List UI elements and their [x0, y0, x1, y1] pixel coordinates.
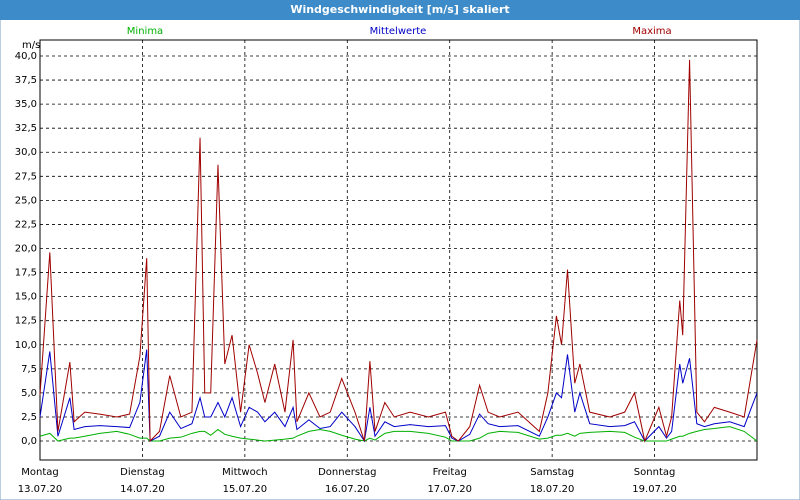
x-tick-label: Samstag	[530, 467, 574, 478]
y-tick-label: 32,5	[15, 123, 37, 134]
legend-label: Mittelwerte	[370, 26, 427, 37]
legend-label: Minima	[127, 26, 163, 37]
series-line	[39, 349, 758, 443]
x-tick-date: 17.07.20	[427, 484, 472, 495]
y-tick-label: 30,0	[15, 147, 37, 158]
y-axis-label: m/s	[22, 40, 40, 51]
y-tick-label: 12,5	[15, 316, 37, 327]
y-tick-label: 27,5	[15, 171, 37, 182]
x-tick-label: Freitag	[433, 467, 467, 478]
y-tick-label: 37,5	[15, 75, 37, 86]
series-line	[39, 426, 758, 442]
y-tick-label: 25,0	[15, 195, 37, 206]
x-tick-date: 13.07.20	[18, 484, 63, 495]
x-tick-date: 18.07.20	[530, 484, 575, 495]
x-tick-label: Dienstag	[120, 467, 165, 478]
y-tick-label: 17,5	[15, 268, 37, 279]
y-tick-label: 2,5	[21, 412, 37, 423]
legend-label: Maxima	[632, 26, 671, 37]
y-tick-label: 7,5	[21, 364, 37, 375]
x-tick-date: 19.07.20	[632, 484, 677, 495]
y-tick-label: 15,0	[15, 292, 37, 303]
x-tick-date: 14.07.20	[120, 484, 165, 495]
series-line	[39, 59, 758, 443]
x-tick-label: Sonntag	[634, 467, 676, 478]
y-tick-label: 40,0	[15, 51, 37, 62]
title-bar	[0, 0, 800, 20]
y-tick-label: 35,0	[15, 99, 37, 110]
y-tick-label: 10,0	[15, 340, 37, 351]
x-tick-date: 15.07.20	[223, 484, 268, 495]
y-tick-label: 0,0	[21, 436, 37, 447]
x-tick-label: Montag	[21, 467, 58, 478]
y-tick-label: 22,5	[15, 219, 37, 230]
y-tick-label: 20,0	[15, 244, 37, 255]
x-tick-label: Mittwoch	[222, 467, 267, 478]
x-tick-date: 16.07.20	[325, 484, 370, 495]
y-tick-label: 5,0	[21, 388, 37, 399]
chart-title: Windgeschwindigkeit [m/s] skaliert	[290, 3, 509, 16]
x-tick-label: Donnerstag	[318, 467, 376, 478]
